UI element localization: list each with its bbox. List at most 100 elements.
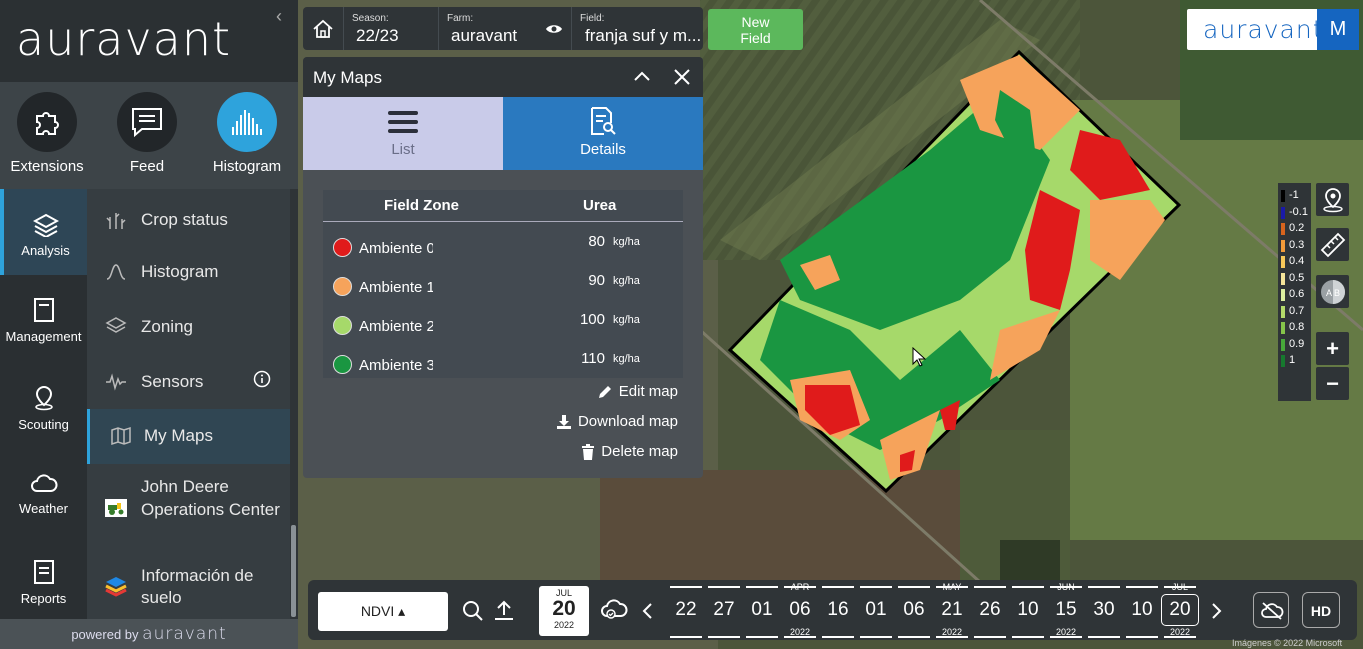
submenu-my-maps[interactable]: My Maps	[87, 409, 290, 464]
legend-label: 0.2	[1289, 222, 1305, 234]
season-selector[interactable]: Season: 22/23	[343, 7, 438, 50]
search-icon[interactable]	[462, 600, 484, 622]
timeline-divider	[1050, 586, 1082, 588]
cloud-filter-button[interactable]	[1253, 592, 1289, 628]
zoom-out-label: −	[1326, 370, 1339, 396]
edit-map-button[interactable]: Edit map	[597, 383, 678, 400]
submenu-crop-status[interactable]: Crop status	[87, 203, 290, 237]
nav-reports-label: Reports	[20, 591, 67, 606]
index-selector-label: NDVI	[360, 603, 395, 619]
timeline-date[interactable]: 06	[789, 599, 811, 620]
timeline-date[interactable]: 10	[1131, 599, 1153, 620]
histogram-tool-button[interactable]: Histogram	[202, 92, 292, 175]
cloud-icon	[30, 474, 57, 492]
legend-item: 0.8	[1281, 320, 1309, 336]
field-selector[interactable]: Field: franja suf y m...	[571, 7, 703, 50]
index-selector[interactable]: NDVI ▴	[318, 592, 448, 631]
hd-toggle[interactable]: HD	[1302, 592, 1340, 628]
download-map-button[interactable]: Download map	[556, 413, 678, 430]
submenu-scroll-thumb[interactable]	[291, 525, 296, 617]
analysis-submenu: Crop status Histogram Zoning Sensors My …	[87, 189, 290, 619]
timeline-date[interactable]: 06	[903, 599, 925, 620]
timeline-date[interactable]: 27	[713, 599, 735, 620]
timeline-date[interactable]: 26	[979, 599, 1001, 620]
tractor-icon	[105, 499, 127, 517]
home-button[interactable]	[303, 7, 343, 50]
soil-layers-icon	[105, 577, 127, 597]
timeline-divider	[1088, 636, 1120, 638]
timeline-divider	[1126, 636, 1158, 638]
delete-map-button[interactable]: Delete map	[581, 443, 678, 460]
nav-management[interactable]: Management	[0, 297, 87, 357]
info-icon[interactable]	[253, 370, 271, 388]
chevron-left-icon[interactable]	[641, 602, 653, 620]
urea-value: 100	[579, 311, 605, 328]
timeline-date[interactable]: 22	[675, 599, 697, 620]
chevron-left-icon[interactable]: ‹	[276, 6, 282, 26]
season-value: 22/23	[356, 26, 399, 45]
farm-selector[interactable]: Farm: auravant	[438, 7, 568, 50]
compare-ab-icon: A B	[1320, 279, 1345, 304]
close-icon[interactable]	[673, 68, 691, 86]
submenu-john-deere[interactable]: John Deere Operations Center	[87, 473, 290, 543]
tab-list[interactable]: List	[303, 97, 503, 170]
zone-color-dot	[333, 238, 352, 257]
nav-analysis[interactable]: Analysis	[0, 189, 87, 275]
upload-icon[interactable]	[493, 599, 515, 621]
zones-table: Field Zone Urea Ambiente 0 80 kg/ha Ambi…	[323, 190, 683, 378]
submenu-sensors[interactable]: Sensors	[87, 365, 290, 399]
timeline-date[interactable]: 15	[1055, 599, 1077, 620]
submenu-histogram[interactable]: Histogram	[87, 255, 290, 289]
panel-header: My Maps	[303, 57, 703, 97]
submenu-scrollbar[interactable]	[290, 189, 298, 619]
zoom-in-button[interactable]: +	[1316, 332, 1349, 365]
pencil-icon	[598, 385, 611, 398]
season-label: Season:	[352, 13, 389, 24]
eye-icon[interactable]	[545, 23, 563, 35]
timeline-date[interactable]: 30	[1093, 599, 1115, 620]
nav-scouting[interactable]: Scouting	[0, 385, 87, 445]
legend-swatch	[1281, 272, 1285, 285]
legend-swatch	[1281, 305, 1285, 318]
zone-name: Ambiente 2	[359, 318, 433, 335]
nav-scouting-label: Scouting	[18, 417, 69, 432]
compare-button[interactable]: A B	[1316, 275, 1349, 308]
measure-button[interactable]	[1316, 228, 1349, 261]
zoom-out-button[interactable]: −	[1316, 367, 1349, 400]
zone-name: Ambiente 1	[359, 279, 433, 296]
extensions-button[interactable]: Extensions	[2, 92, 92, 175]
timeline-date[interactable]: 01	[865, 599, 887, 620]
submenu-informacion-suelo-label: Información de suelo	[141, 566, 254, 607]
location-button[interactable]	[1316, 183, 1349, 216]
feed-button[interactable]: Feed	[102, 92, 192, 175]
chevron-right-icon[interactable]	[1211, 602, 1223, 620]
timeline-date[interactable]: 21	[941, 599, 963, 620]
table-row: Ambiente 0 80 kg/ha	[323, 228, 683, 267]
selected-day: 20	[552, 597, 576, 620]
tab-details-label: Details	[580, 141, 626, 158]
new-field-button[interactable]: New Field	[708, 9, 803, 50]
tab-details[interactable]: Details	[503, 97, 703, 170]
nav-reports[interactable]: Reports	[0, 559, 87, 619]
selected-date-badge[interactable]: JUL 20 2022	[539, 586, 589, 636]
chevron-up-icon[interactable]	[633, 69, 651, 83]
logo-area: auravant ‹	[0, 0, 298, 82]
legend-swatch	[1281, 190, 1285, 202]
timeline-date[interactable]: 20	[1169, 599, 1191, 620]
timeline-date[interactable]: 16	[827, 599, 849, 620]
user-avatar[interactable]: M	[1317, 9, 1359, 50]
timeline-date[interactable]: 01	[751, 599, 773, 620]
nav-weather[interactable]: Weather	[0, 473, 87, 533]
powered-by: powered by auravant	[0, 619, 298, 649]
submenu-my-maps-label: My Maps	[144, 426, 213, 445]
timeline-date[interactable]: 10	[1017, 599, 1039, 620]
cloud-check-icon[interactable]	[600, 598, 628, 622]
field-selector-bar: Season: 22/23 Farm: auravant Field: fran…	[303, 7, 703, 50]
submenu-informacion-suelo[interactable]: Información de suelo	[87, 563, 290, 613]
timeline-divider	[1164, 636, 1196, 638]
submenu-zoning[interactable]: Zoning	[87, 309, 290, 343]
trash-icon	[582, 443, 595, 460]
legend-label: -0.1	[1289, 205, 1308, 218]
legend-item: 0.2	[1281, 221, 1309, 237]
sidebar: auravant ‹ Extensions Feed Histogram Ana…	[0, 0, 298, 649]
